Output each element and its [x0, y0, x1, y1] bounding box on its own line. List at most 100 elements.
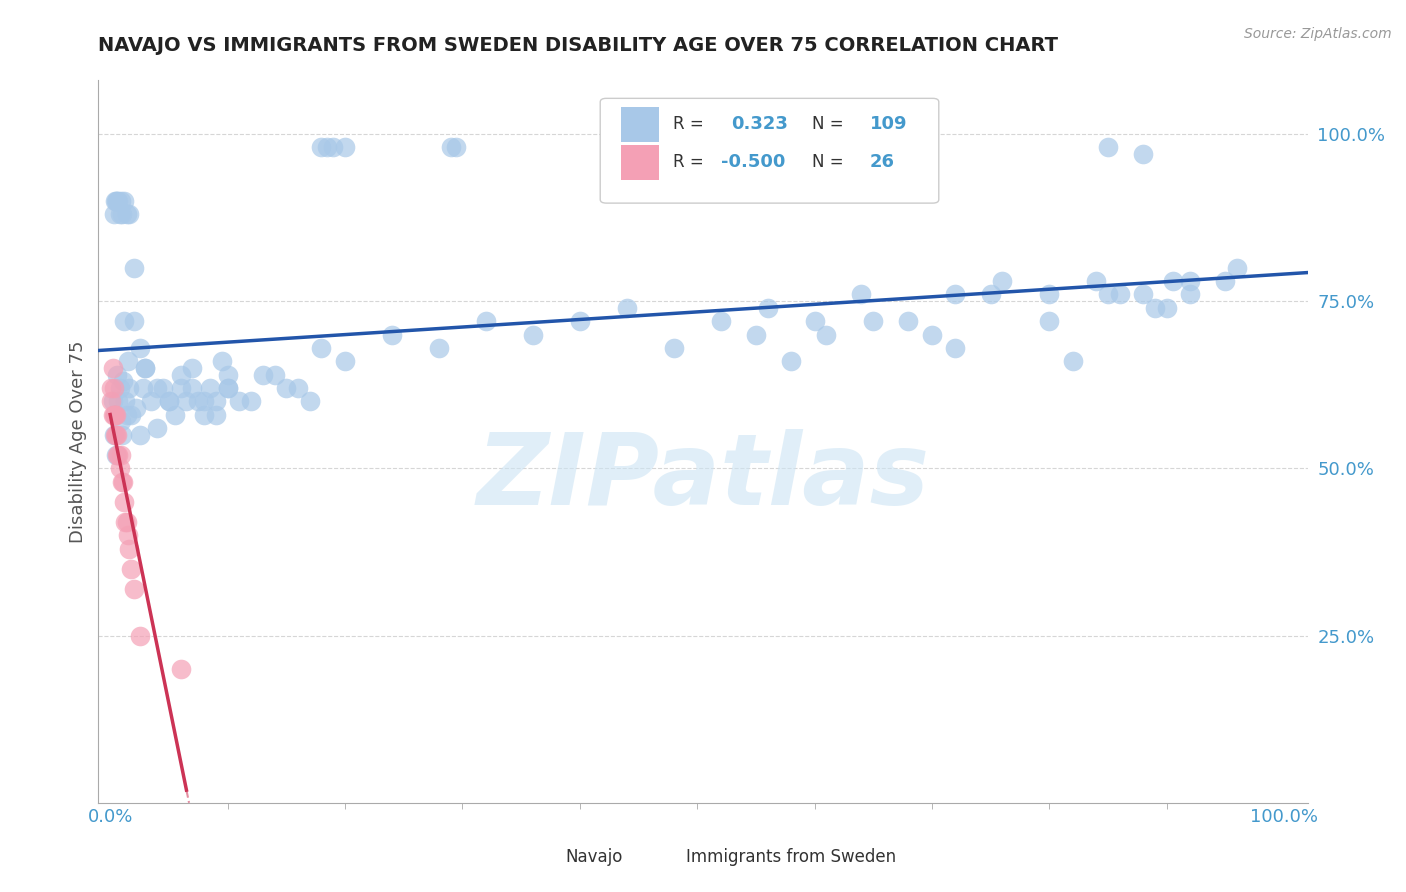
Point: [157, 394, 180, 409]
Text: Source: ZipAtlas.com: Source: ZipAtlas.com: [1244, 27, 1392, 41]
Point: [103, 381, 125, 395]
Point: [100, 381, 122, 395]
Point: [333, 354, 356, 368]
Text: -0.500: -0.500: [721, 153, 786, 171]
Point: [105, 427, 128, 442]
Point: [945, 341, 967, 355]
Point: [616, 301, 638, 315]
Point: [446, 140, 468, 154]
Point: [115, 207, 138, 221]
Point: [104, 408, 127, 422]
Text: 109: 109: [870, 115, 907, 133]
Point: [169, 662, 191, 676]
Text: N =: N =: [811, 153, 844, 171]
Point: [1215, 274, 1237, 288]
Point: [662, 341, 685, 355]
Point: [1143, 301, 1166, 315]
Bar: [621, 145, 659, 180]
Point: [169, 368, 191, 382]
Point: [1132, 147, 1154, 161]
Point: [803, 314, 825, 328]
Point: [101, 408, 124, 422]
Point: [118, 207, 141, 221]
Bar: [621, 107, 659, 142]
Point: [897, 314, 920, 328]
Point: [980, 287, 1002, 301]
Point: [103, 408, 125, 422]
Point: [105, 368, 128, 382]
Point: [112, 194, 135, 208]
Point: [108, 461, 131, 475]
Point: [945, 287, 967, 301]
Point: [815, 327, 838, 342]
Point: [217, 381, 239, 395]
Point: [105, 194, 128, 208]
Point: [117, 354, 139, 368]
Point: [104, 408, 127, 422]
Point: [104, 194, 127, 208]
Point: [105, 408, 128, 422]
Point: [1226, 260, 1249, 275]
Point: [1180, 274, 1202, 288]
Point: [193, 394, 215, 409]
Point: [118, 381, 141, 395]
Point: [105, 194, 128, 208]
Point: [181, 361, 204, 376]
Point: [146, 381, 169, 395]
Point: [107, 448, 129, 462]
Point: [228, 394, 250, 409]
Point: [157, 394, 180, 409]
Point: [120, 408, 142, 422]
Point: [118, 541, 141, 556]
Point: [112, 494, 135, 508]
Point: [141, 394, 163, 409]
Point: [1097, 287, 1119, 301]
Point: [710, 314, 733, 328]
Point: [128, 341, 150, 355]
Point: [475, 314, 498, 328]
Text: R =: R =: [672, 153, 703, 171]
Point: [115, 515, 138, 529]
Point: [276, 381, 298, 395]
Point: [298, 394, 321, 409]
Point: [1038, 314, 1060, 328]
Text: 26: 26: [870, 153, 894, 171]
Point: [522, 327, 544, 342]
Point: [101, 394, 124, 409]
Point: [104, 427, 127, 442]
Point: [100, 394, 122, 409]
Point: [1108, 287, 1130, 301]
Bar: [534, 848, 561, 870]
Point: [1180, 287, 1202, 301]
Point: [217, 381, 239, 395]
Point: [1062, 354, 1084, 368]
Point: [240, 394, 263, 409]
Point: [780, 354, 803, 368]
Point: [128, 628, 150, 642]
Point: [1156, 301, 1178, 315]
Point: [111, 207, 134, 221]
Point: [132, 381, 155, 395]
Point: [211, 354, 233, 368]
Point: [198, 381, 221, 395]
Point: [111, 475, 134, 489]
Point: [991, 274, 1014, 288]
Point: [152, 381, 174, 395]
Point: [117, 528, 139, 542]
Point: [101, 361, 124, 376]
Point: [193, 408, 215, 422]
Point: [1097, 140, 1119, 154]
Point: [311, 140, 333, 154]
Point: [169, 381, 191, 395]
Point: [114, 515, 136, 529]
Point: [112, 314, 135, 328]
Point: [114, 394, 136, 409]
Point: [333, 140, 356, 154]
Point: [252, 368, 274, 382]
Point: [122, 582, 145, 596]
Point: [381, 327, 404, 342]
Point: [862, 314, 884, 328]
Point: [105, 448, 128, 462]
Point: [103, 207, 125, 221]
Text: NAVAJO VS IMMIGRANTS FROM SWEDEN DISABILITY AGE OVER 75 CORRELATION CHART: NAVAJO VS IMMIGRANTS FROM SWEDEN DISABIL…: [98, 36, 1059, 54]
